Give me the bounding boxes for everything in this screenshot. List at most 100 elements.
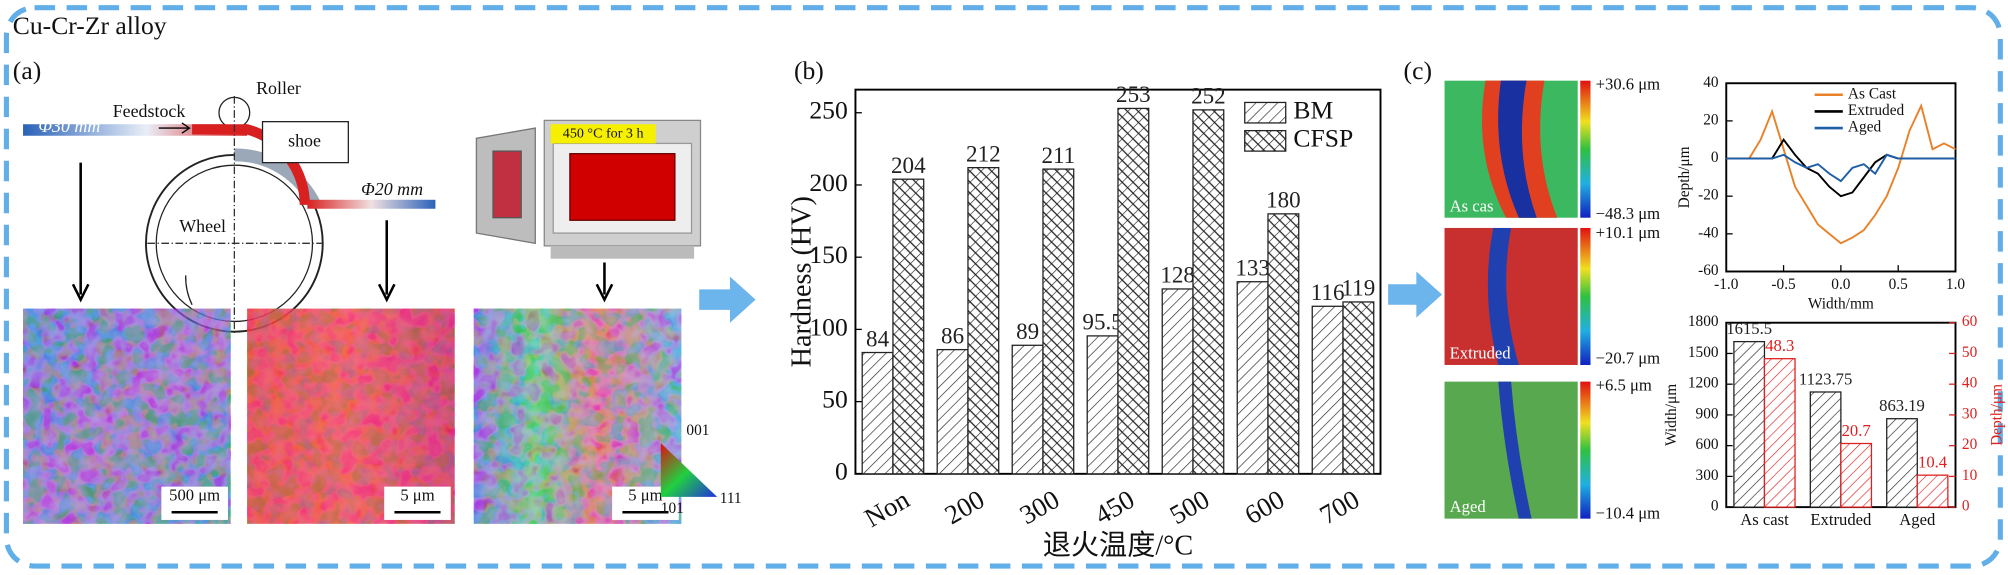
label: shoe xyxy=(288,130,321,150)
furnace-chamber xyxy=(569,153,676,221)
bar xyxy=(1161,288,1194,475)
figure-title: Cu-Cr-Zr alloy xyxy=(13,11,167,40)
arrow xyxy=(185,275,193,306)
scale-label: 500 μm xyxy=(169,486,220,505)
bar xyxy=(1840,442,1873,508)
x-tick-label: As cast xyxy=(1740,510,1789,529)
bar xyxy=(1733,340,1766,508)
bar xyxy=(861,351,894,475)
scale-box xyxy=(161,486,228,520)
line xyxy=(1726,153,1956,183)
y-tick-label: 1800 xyxy=(1688,313,1719,330)
y-axis-label: Hardness (HV) xyxy=(787,196,818,367)
x-tick-label: -1.0 xyxy=(1714,276,1739,293)
x-tick-label: Extruded xyxy=(1810,510,1872,529)
scale-box xyxy=(384,486,451,520)
y2-tick-label: 30 xyxy=(1962,405,1978,422)
y-tick-label: 0 xyxy=(1711,498,1719,515)
bar xyxy=(1916,474,1949,508)
y-tick-label: 900 xyxy=(1696,405,1719,422)
flow-arrow xyxy=(1388,271,1442,318)
value-label: 252 xyxy=(1191,83,1226,109)
value-label: 128 xyxy=(1160,262,1195,288)
y-tick-label: 0 xyxy=(1711,149,1719,166)
y-tick-label: 300 xyxy=(1696,467,1719,484)
colorbar xyxy=(1580,80,1591,218)
x-axis-label: 退火温度/°C xyxy=(1043,530,1194,562)
furnace-base xyxy=(550,245,695,259)
bar xyxy=(936,348,969,475)
bar xyxy=(892,178,925,475)
value-label: 211 xyxy=(1041,142,1075,168)
frame xyxy=(3,5,2003,569)
y-tick-label: 50 xyxy=(822,384,848,413)
feedstock-bar xyxy=(23,124,248,136)
furnace-tag xyxy=(550,124,656,144)
colorbar-label: +10.1 μm xyxy=(1596,223,1661,242)
legend-label: BM xyxy=(1293,96,1333,125)
y-tick-label: 250 xyxy=(809,96,847,125)
value-label: 180 xyxy=(1266,187,1301,213)
value-label: 133 xyxy=(1235,255,1270,281)
y-tick-label: 20 xyxy=(1703,111,1719,128)
line xyxy=(1726,102,1956,245)
bar xyxy=(1011,344,1044,475)
label: Feedstock xyxy=(113,101,186,121)
value-label: 253 xyxy=(1116,81,1151,107)
x-tick-label: 700 xyxy=(1315,484,1365,530)
x-tick-label: 200 xyxy=(940,484,990,530)
x-tick-label: -0.5 xyxy=(1771,276,1796,293)
bar xyxy=(1042,168,1075,475)
value-label: 84 xyxy=(866,325,890,351)
legend-label: Extruded xyxy=(1848,102,1905,119)
scale-label: 5 μm xyxy=(400,486,434,505)
x-tick-label: 500 xyxy=(1165,484,1215,530)
label: 450 °C for 3 h xyxy=(563,126,644,142)
y-tick-label: -40 xyxy=(1698,224,1719,241)
y-tick-label: 600 xyxy=(1696,436,1719,453)
y-tick-label: 100 xyxy=(809,312,847,341)
ipf-label: 101 xyxy=(661,500,684,517)
value-label: 1615.5 xyxy=(1726,319,1772,338)
schematic: Φ30 mm Feedstock Roller shoe Wheel Φ20 m… xyxy=(23,78,742,524)
bar xyxy=(1886,418,1918,508)
y-tick-label: 0 xyxy=(835,457,848,486)
panel-label: (b) xyxy=(794,56,824,85)
x-tick-label: 1.0 xyxy=(1946,276,1966,293)
y-tick-label: -60 xyxy=(1698,262,1719,279)
x-tick-label: 600 xyxy=(1240,484,1290,530)
legend-swatch xyxy=(1244,129,1287,152)
x-tick-label: 0.5 xyxy=(1889,276,1909,293)
ipf-key xyxy=(660,443,718,497)
x-tick-label: 300 xyxy=(1015,484,1065,530)
map-label: Extruded xyxy=(1450,344,1512,363)
bar xyxy=(1236,281,1269,475)
colorbar-label: +6.5 μm xyxy=(1596,376,1652,395)
colorbar-label: +30.6 μm xyxy=(1596,75,1661,94)
map-label: As cas xyxy=(1450,196,1494,215)
bar xyxy=(1086,335,1119,475)
y-tick-label: 200 xyxy=(809,168,847,197)
y-axis-label: Depth/μm xyxy=(1676,146,1693,208)
colorbar-label: −48.3 μm xyxy=(1596,204,1661,223)
y2-tick-label: 50 xyxy=(1962,344,1978,361)
legend-label: As Cast xyxy=(1848,85,1897,102)
y-tick-label: 1200 xyxy=(1688,375,1719,392)
arrow xyxy=(71,162,90,303)
label: Roller xyxy=(256,78,301,98)
value-label: 89 xyxy=(1016,318,1039,344)
bar xyxy=(1267,213,1300,475)
x-tick-label: Aged xyxy=(1899,510,1936,529)
line xyxy=(1726,138,1956,198)
arrow xyxy=(377,220,396,303)
height-map xyxy=(1487,227,1519,365)
product-bar xyxy=(307,199,436,209)
bar xyxy=(1809,391,1842,508)
panel-label: (a) xyxy=(13,56,41,85)
door-window xyxy=(492,150,522,219)
value-label: 204 xyxy=(891,152,926,178)
value-label: 48.3 xyxy=(1765,336,1794,355)
label: Φ20 mm xyxy=(361,179,423,199)
legend-swatch xyxy=(1244,101,1287,124)
